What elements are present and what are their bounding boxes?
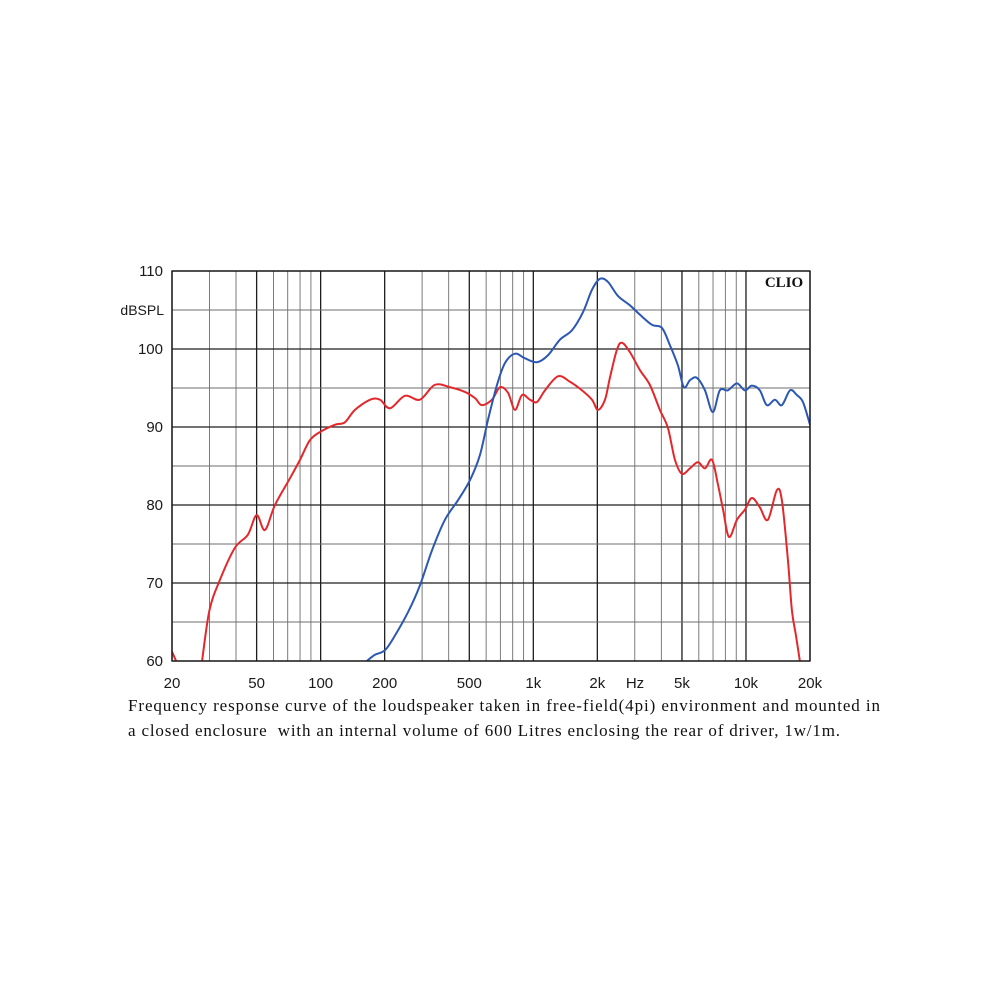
response-curve-1 (201, 341, 801, 661)
plot-frame (171, 270, 811, 662)
clio-annotation: CLIO (765, 275, 803, 291)
x-tick-label: 100 (308, 675, 333, 692)
x-tick-label: 500 (457, 675, 482, 692)
x-tick-label: 50 (248, 675, 265, 692)
x-tick-label: 10k (734, 675, 759, 692)
x-tick-label: 5k (674, 675, 690, 692)
y-axis-tick-labels: 60 70 80 90 100 110 (138, 263, 163, 670)
x-tick-label: 20 (164, 675, 181, 692)
x-tick-label: 200 (372, 675, 397, 692)
x-tick-label: 20k (798, 675, 823, 692)
y-tick-label: 70 (146, 575, 163, 592)
x-tick-label: 2k (589, 675, 605, 692)
y-axis-label: dBSPL (120, 302, 164, 318)
y-tick-label: 60 (146, 653, 163, 670)
y-tick-label: 80 (146, 497, 163, 514)
clio-badge-background (757, 272, 809, 291)
caption-line-1: Frequency response curve of the loudspea… (128, 696, 880, 715)
y-tick-label: 100 (138, 341, 163, 358)
x-axis-tick-labels: 20 50 100 200 500 1k 2k 5k 10k 20k (164, 675, 823, 692)
y-tick-label: 110 (139, 263, 163, 280)
y-tick-label: 90 (146, 419, 163, 436)
response-curve-2 (365, 277, 810, 661)
x-tick-label: 1k (525, 675, 541, 692)
caption-line-2: a closed enclosure with an internal volu… (128, 721, 840, 740)
x-axis-unit-label: Hz (626, 675, 644, 692)
